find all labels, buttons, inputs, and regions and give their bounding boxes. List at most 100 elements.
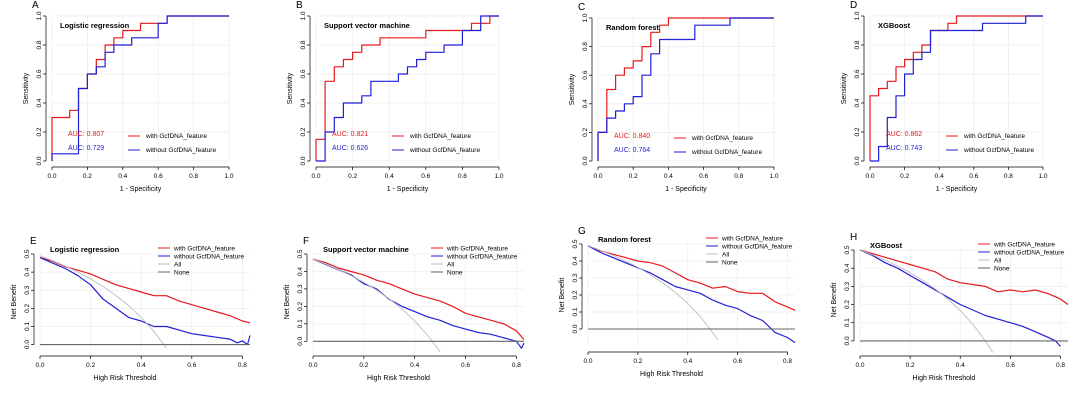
x-axis-label: High Risk Threshold <box>94 375 157 382</box>
x-tick-label: 1.0 <box>494 173 503 180</box>
dca-curve-with-feature <box>859 249 1069 305</box>
dca-curve-with-feature <box>39 257 251 324</box>
y-tick-label: 0.0 <box>24 340 31 349</box>
y-tick-label: 0.6 <box>854 69 861 78</box>
x-tick-label: 0.2 <box>629 173 638 180</box>
y-tick-label: 0.0 <box>36 156 43 165</box>
x-tick-label: 0.4 <box>935 173 944 180</box>
y-tick-label: 0.5 <box>844 245 851 254</box>
x-tick-label: 0.0 <box>855 362 864 369</box>
dca-curve-without-feature <box>587 245 796 344</box>
legend-label: with GcfDNA_feature <box>691 135 753 142</box>
y-axis-label: Net Benefit <box>11 285 18 320</box>
panel-F: F Support vector machine 0.0 0.2 0.4 0.6 0.8 0.… <box>284 236 525 382</box>
y-axis-label: Net Benefit <box>559 278 566 313</box>
x-tick-label: 0.2 <box>900 173 909 180</box>
panel-letter: H <box>850 232 857 243</box>
legend-label: without GcfDNA_feature <box>409 147 480 154</box>
legend-label: None <box>174 270 190 277</box>
legend-label: All <box>994 258 1002 265</box>
y-tick-label: 0.4 <box>24 267 31 276</box>
chart-title: Logistic regression <box>50 245 120 254</box>
x-tick-label: 0.8 <box>238 362 247 369</box>
legend-label: All <box>722 252 730 259</box>
x-tick-label: 0.6 <box>1006 362 1015 369</box>
x-tick-label: 0.4 <box>683 358 692 365</box>
chart-title: XGBoost <box>870 241 903 250</box>
x-tick-label: 0.0 <box>865 173 874 180</box>
x-tick-label: 0.8 <box>458 173 467 180</box>
y-axis-label: Net Benefit <box>284 285 291 320</box>
x-tick-label: 0.2 <box>86 362 95 369</box>
legend-label: without GcfDNA_feature <box>446 254 517 261</box>
y-tick-label: 0.4 <box>582 99 589 108</box>
roc-curve-with-feature <box>315 15 499 161</box>
x-tick-label: 0.4 <box>664 173 673 180</box>
dca-curve-without-feature <box>312 258 525 349</box>
x-tick-label: 0.6 <box>154 173 163 180</box>
y-tick-label: 0.6 <box>582 70 589 79</box>
y-tick-label: 0.2 <box>297 301 304 310</box>
legend-label: None <box>722 260 738 267</box>
x-tick-label: 0.8 <box>734 173 743 180</box>
x-axis-label: 1 - Specificity <box>936 186 978 193</box>
panel-letter: D <box>850 0 857 11</box>
y-axis-label: Sensitivity <box>569 73 576 105</box>
y-tick-label: 0.4 <box>300 98 307 107</box>
x-tick-label: 0.6 <box>969 173 978 180</box>
roc-curve-without-feature <box>870 15 1043 162</box>
y-tick-label: 0.0 <box>582 156 589 165</box>
panel-letter: F <box>303 236 309 247</box>
x-tick-label: 0.2 <box>633 358 642 365</box>
legend-label: with GcfDNA_feature <box>409 133 471 140</box>
dca-curve-with-feature <box>312 258 525 340</box>
x-tick-label: 0.6 <box>461 362 470 369</box>
x-tick-label: 0.0 <box>583 358 592 365</box>
y-tick-label: 0.1 <box>297 319 304 328</box>
chart-title: Random forest <box>598 235 651 244</box>
y-tick-label: 0.6 <box>300 69 307 78</box>
auc-label-with: AUC: 0.840 <box>614 133 650 140</box>
roc-curve-without-feature <box>597 17 774 161</box>
panel-C: C Random forest 0.0 0.2 0.4 0.6 0.8 1.0 0.0 0.2 0.… <box>569 2 779 193</box>
y-tick-label: 0.2 <box>582 128 589 137</box>
panel-D: D XGBoost 0.0 0.2 0.4 0.6 0.8 1.0 0.0 0.2 0.4 0.6 0.… <box>841 0 1048 193</box>
x-tick-label: 0.6 <box>187 362 196 369</box>
y-tick-label: 0.2 <box>36 127 43 136</box>
chart-title: Support vector machine <box>324 21 410 30</box>
y-tick-label: 0.3 <box>572 273 579 282</box>
auc-label-without: AUC: 0.626 <box>332 145 368 152</box>
y-axis-label: Sensitivity <box>287 72 294 104</box>
chart-title: Random forest <box>606 23 659 32</box>
y-tick-label: 0.4 <box>297 267 304 276</box>
x-tick-label: 0.2 <box>906 362 915 369</box>
y-tick-label: 0.0 <box>572 324 579 333</box>
y-axis-label: Net Benefit <box>831 283 838 318</box>
x-tick-label: 0.2 <box>348 173 357 180</box>
y-tick-label: 0.2 <box>572 290 579 299</box>
y-tick-label: 0.1 <box>24 322 31 331</box>
legend-label: with GcfDNA_feature <box>963 133 1025 140</box>
y-tick-label: 0.1 <box>572 307 579 316</box>
x-tick-label: 0.4 <box>956 362 965 369</box>
x-tick-label: 0.4 <box>410 362 419 369</box>
dca-curve-all <box>312 258 441 352</box>
legend-label: without GcfDNA_feature <box>963 147 1034 154</box>
legend-label: None <box>994 266 1010 273</box>
y-tick-label: 0.0 <box>297 336 304 345</box>
auc-label-with: AUC: 0.821 <box>332 131 368 138</box>
x-axis-label: High Risk Threshold <box>640 371 703 378</box>
x-tick-label: 0.4 <box>118 173 127 180</box>
x-tick-label: 0.2 <box>359 362 368 369</box>
legend-label: with GcfDNA_feature <box>446 246 508 253</box>
panel-letter: C <box>578 2 585 13</box>
x-tick-label: 0.6 <box>733 358 742 365</box>
legend-label: with GcfDNA_feature <box>145 133 207 140</box>
panel-G: G Random forest 0.0 0.2 0.4 0.6 0.8 0.0 0.1 0.2 0.… <box>559 226 796 378</box>
roc-curve-without-feature <box>51 15 229 161</box>
legend-label: without GcfDNA_feature <box>145 147 216 154</box>
x-axis-label: High Risk Threshold <box>913 375 976 382</box>
dca-curve-with-feature <box>587 245 796 311</box>
roc-curve-without-feature <box>316 15 499 162</box>
x-tick-label: 1.0 <box>769 173 778 180</box>
